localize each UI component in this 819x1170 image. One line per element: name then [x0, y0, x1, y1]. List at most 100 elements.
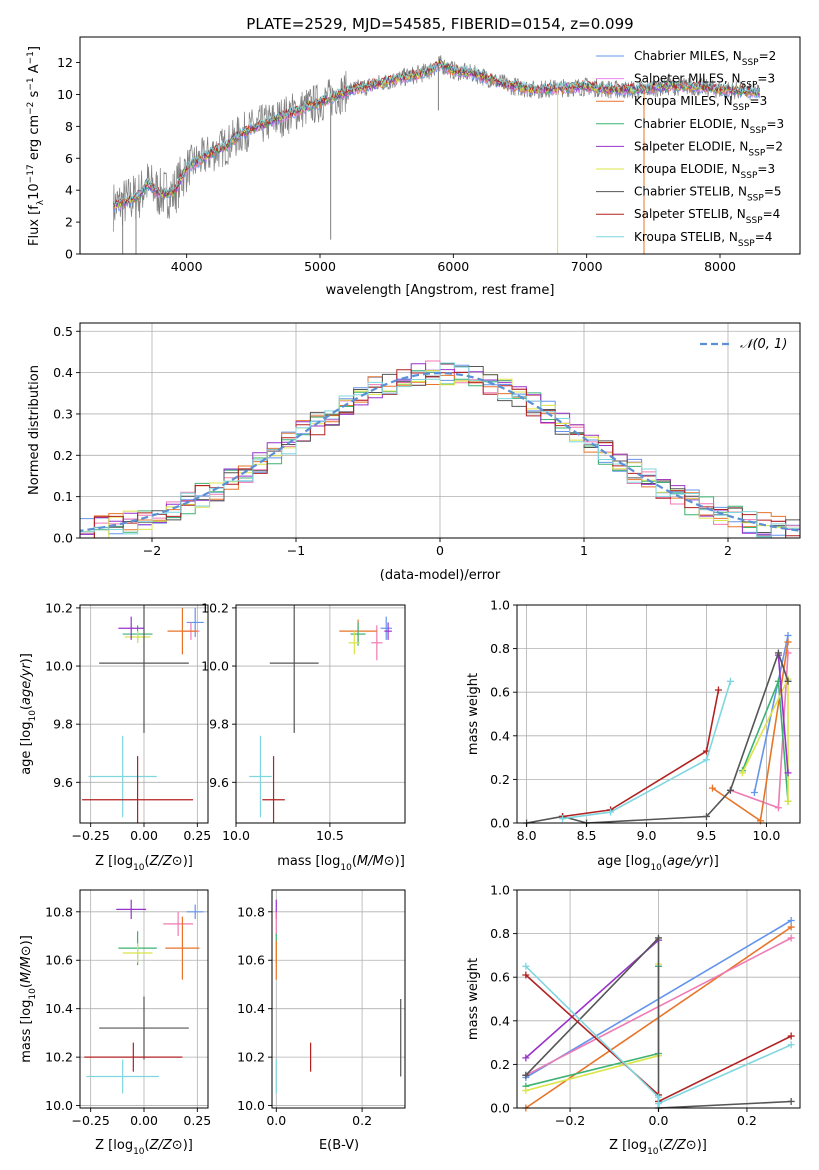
series-marker [655, 1100, 662, 1108]
y-tick-label: 0.4 [490, 728, 510, 743]
x-tick-label: −2 [143, 543, 161, 558]
x-tick-label: 0.25 [183, 828, 211, 843]
y-tick-label: 10.0 [45, 659, 73, 674]
series-marker [655, 934, 662, 942]
y-tick-label: 0.0 [490, 1101, 510, 1116]
y-tick-label: 10.2 [45, 600, 73, 615]
y-tick-label: 0.8 [490, 926, 510, 941]
y-tick-label: 9.8 [209, 717, 229, 732]
x-tick-label: −0.25 [72, 1113, 110, 1128]
legend-label: Salpeter ELODIE, NSSP=2 [634, 139, 783, 158]
series-marker [784, 677, 792, 685]
series-marker [655, 1093, 662, 1101]
x-tick-label: −0.25 [72, 828, 110, 843]
x-tick-label: −0.2 [555, 1113, 585, 1128]
series-marker [607, 808, 615, 816]
y-tick-label: 0.6 [490, 970, 510, 985]
series-marker [774, 804, 782, 812]
y-tick-label: 0.0 [490, 816, 510, 831]
series-marker [784, 769, 792, 777]
y-tick-label: 0.2 [490, 1057, 510, 1072]
legend-label: Chabrier STELIB, NSSP=5 [634, 185, 782, 204]
x-tick-label: 10.0 [753, 828, 781, 843]
x-tick-label: 0.00 [130, 1113, 158, 1128]
series-marker [702, 756, 710, 764]
figure-title: PLATE=2529, MJD=54585, FIBERID=0154, z=0… [246, 15, 633, 33]
errorbar-group [275, 899, 402, 1094]
x-tick-label: 9.5 [697, 828, 717, 843]
x-tick-label: 8000 [704, 259, 736, 274]
series-marker [787, 1097, 795, 1105]
series-marker [726, 786, 734, 794]
series-line [562, 681, 732, 820]
x-tick-label: 7000 [571, 259, 603, 274]
legend-label: Kroupa ELODIE, NSSP=3 [634, 162, 775, 181]
y-tick-label: 0.4 [53, 365, 73, 380]
x-tick-label: 0.00 [130, 828, 158, 843]
axis-label: age [log10(age/yr)] [597, 854, 719, 873]
series-marker [784, 797, 792, 805]
y-axis-label: Flux [fλ10−17 erg cm−2 s−1 A−1] [26, 46, 46, 246]
series-marker [784, 632, 792, 640]
legend-label: Chabrier ELODIE, NSSP=3 [634, 117, 784, 136]
model-spectrum [113, 60, 761, 207]
legend-label: Kroupa STELIB, NSSP=4 [634, 230, 772, 249]
legend-label: Kroupa MILES, NSSP=3 [634, 94, 767, 113]
series-marker [774, 649, 782, 657]
y-tick-label: 10.6 [237, 953, 265, 968]
axis-label: mass [log10(M/M⊙)] [19, 935, 38, 1063]
y-tick-label: 10.0 [237, 1098, 265, 1113]
series-marker [522, 971, 530, 979]
y-tick-label: 10 [57, 87, 73, 102]
y-tick-label: 10.2 [237, 1050, 265, 1065]
y-axis-label: Normed distribution [27, 365, 42, 495]
y-tick-label: 10.0 [201, 659, 229, 674]
series-marker [559, 815, 567, 823]
y-tick-label: 0.0 [53, 531, 73, 546]
series-marker [522, 1054, 530, 1062]
y-tick-label: 12 [57, 55, 73, 70]
axis-label: Z [log10(Z/Z⊙)] [95, 1138, 193, 1157]
x-tick-label: 0 [436, 543, 444, 558]
y-tick-label: 10.2 [201, 600, 229, 615]
x-axis-label: wavelength [Angstrom, rest frame] [326, 283, 555, 298]
axis-label: Z [log10(Z/Z⊙)] [95, 854, 193, 873]
y-tick-label: 1.0 [490, 598, 510, 613]
histogram-group [80, 360, 800, 538]
y-tick-label: 0.5 [53, 324, 73, 339]
series-marker [787, 1032, 795, 1040]
y-tick-label: 10.8 [237, 904, 265, 919]
y-tick-label: 0.6 [490, 685, 510, 700]
y-tick-label: 10.2 [45, 1050, 73, 1065]
axes-frame [235, 604, 406, 824]
x-axis-label: (data-model)/error [380, 568, 501, 583]
x-tick-label: 0.2 [737, 1113, 757, 1128]
x-tick-label: 0.0 [266, 1113, 286, 1128]
series-marker [787, 917, 795, 925]
x-tick-label: 8.0 [517, 828, 537, 843]
y-tick-label: 4 [65, 183, 73, 198]
legend-label: 𝒩(0, 1) [740, 337, 787, 352]
errorbar-group [84, 899, 204, 1094]
y-tick-label: 1.0 [490, 883, 510, 898]
axis-label: Z [log10(Z/Z⊙)] [609, 1138, 707, 1157]
errorbar-group [249, 605, 392, 823]
x-tick-label: 2 [724, 543, 732, 558]
y-tick-label: 0.8 [490, 641, 510, 656]
model-spectrum [112, 60, 761, 207]
x-tick-label: 0.2 [352, 1113, 372, 1128]
series-marker [787, 1041, 795, 1049]
series-marker [522, 962, 530, 970]
x-tick-label: 1 [580, 543, 588, 558]
y-tick-label: 10.8 [45, 904, 73, 919]
axes-frame [79, 36, 801, 255]
y-tick-label: 6 [65, 151, 73, 166]
series-line [525, 966, 660, 1087]
legend-label: Chabrier MILES, NSSP=2 [634, 49, 776, 68]
x-tick-label: 9.0 [637, 828, 657, 843]
series-marker [522, 1087, 530, 1095]
errorbar-group [82, 605, 204, 823]
x-tick-label: 8.5 [577, 828, 597, 843]
x-tick-label: 5000 [304, 259, 336, 274]
x-axis-label: E(B-V) [319, 1138, 359, 1153]
